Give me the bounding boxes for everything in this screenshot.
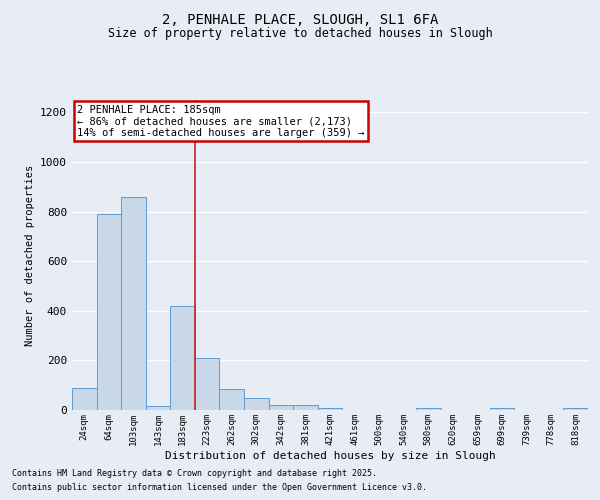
Bar: [269, 405, 293, 410]
Bar: [416, 408, 440, 410]
Bar: [195, 358, 220, 410]
Bar: [490, 408, 514, 410]
Text: 2, PENHALE PLACE, SLOUGH, SL1 6FA: 2, PENHALE PLACE, SLOUGH, SL1 6FA: [162, 12, 438, 26]
Bar: [97, 214, 121, 410]
Bar: [72, 388, 97, 410]
Bar: [121, 196, 146, 410]
Bar: [244, 398, 269, 410]
Text: Contains HM Land Registry data © Crown copyright and database right 2025.: Contains HM Land Registry data © Crown c…: [12, 468, 377, 477]
Bar: [318, 408, 342, 410]
X-axis label: Distribution of detached houses by size in Slough: Distribution of detached houses by size …: [164, 450, 496, 460]
Bar: [220, 389, 244, 410]
Bar: [563, 408, 588, 410]
Bar: [170, 306, 195, 410]
Text: 2 PENHALE PLACE: 185sqm
← 86% of detached houses are smaller (2,173)
14% of semi: 2 PENHALE PLACE: 185sqm ← 86% of detache…: [77, 104, 365, 138]
Bar: [146, 406, 170, 410]
Text: Size of property relative to detached houses in Slough: Size of property relative to detached ho…: [107, 28, 493, 40]
Text: Contains public sector information licensed under the Open Government Licence v3: Contains public sector information licen…: [12, 484, 427, 492]
Y-axis label: Number of detached properties: Number of detached properties: [25, 164, 35, 346]
Bar: [293, 405, 318, 410]
